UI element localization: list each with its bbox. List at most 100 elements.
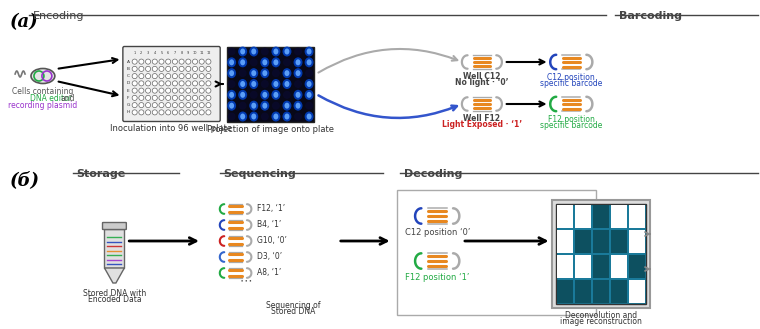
Ellipse shape [262,92,268,98]
Ellipse shape [31,68,55,84]
Circle shape [159,95,164,100]
Text: recording plasmid: recording plasmid [8,101,78,110]
Circle shape [261,47,269,56]
Text: Stored DNA with: Stored DNA with [83,289,146,298]
Circle shape [139,103,144,108]
Ellipse shape [261,68,269,78]
Circle shape [283,58,291,66]
Circle shape [139,110,144,115]
Circle shape [132,59,138,64]
Text: E: E [127,89,130,93]
Circle shape [159,88,164,93]
Circle shape [132,110,138,115]
Ellipse shape [262,103,268,109]
Circle shape [272,102,280,110]
Circle shape [132,103,138,108]
Circle shape [132,95,138,100]
Text: 4: 4 [154,51,156,55]
FancyBboxPatch shape [575,230,591,253]
Circle shape [179,66,184,71]
Circle shape [173,88,177,93]
Ellipse shape [305,90,314,100]
Ellipse shape [284,114,290,119]
Text: (б): (б) [10,171,40,189]
Circle shape [173,59,177,64]
Text: Decoding: Decoding [404,169,463,179]
Text: 5: 5 [160,51,163,55]
Circle shape [192,74,198,79]
Circle shape [228,47,236,56]
Ellipse shape [305,112,314,121]
Ellipse shape [274,81,278,87]
Text: Sequencing of: Sequencing of [266,301,321,310]
Circle shape [145,95,150,100]
Text: and: and [61,94,75,103]
Ellipse shape [296,92,300,98]
Circle shape [206,103,211,108]
Polygon shape [104,229,125,268]
Ellipse shape [293,90,302,100]
Ellipse shape [240,92,245,98]
Circle shape [152,110,157,115]
FancyBboxPatch shape [611,280,627,303]
Circle shape [179,81,184,86]
Ellipse shape [238,46,247,57]
Text: C: C [127,74,130,78]
Circle shape [132,66,138,71]
Ellipse shape [240,48,245,55]
Circle shape [166,103,171,108]
Circle shape [132,81,138,86]
Circle shape [145,88,150,93]
Ellipse shape [229,92,234,98]
Circle shape [185,88,191,93]
Circle shape [261,113,269,120]
Circle shape [173,103,177,108]
Text: Projection of image onto plate: Projection of image onto plate [207,125,334,135]
Circle shape [166,88,171,93]
FancyBboxPatch shape [575,255,591,278]
Circle shape [294,80,302,88]
Circle shape [192,59,198,64]
Circle shape [185,66,191,71]
Text: Deconvolution and: Deconvolution and [565,311,637,320]
FancyBboxPatch shape [629,230,644,253]
Text: Light Exposed · ‘1’: Light Exposed · ‘1’ [442,120,522,129]
Circle shape [132,88,138,93]
Circle shape [206,74,211,79]
Circle shape [185,59,191,64]
Circle shape [159,59,164,64]
Text: 3: 3 [147,51,149,55]
Circle shape [228,113,236,120]
Ellipse shape [229,59,234,65]
FancyBboxPatch shape [593,205,609,228]
Text: F12 position: F12 position [548,115,595,124]
Text: Well F12: Well F12 [464,114,500,123]
Ellipse shape [283,68,291,78]
FancyBboxPatch shape [611,230,627,253]
Text: Encoding: Encoding [33,11,84,21]
Ellipse shape [296,59,300,65]
Circle shape [145,103,150,108]
Circle shape [185,81,191,86]
Text: H: H [127,110,130,114]
Ellipse shape [227,57,236,67]
Circle shape [173,66,177,71]
Circle shape [179,95,184,100]
Text: 6: 6 [167,51,169,55]
Ellipse shape [293,57,302,67]
Ellipse shape [240,59,245,65]
Text: Encoded Data: Encoded Data [87,295,141,304]
Ellipse shape [296,103,300,109]
Ellipse shape [252,103,256,109]
Circle shape [152,103,157,108]
Circle shape [179,74,184,79]
Circle shape [179,110,184,115]
Ellipse shape [283,112,291,121]
Text: Cells containing: Cells containing [12,87,74,96]
Text: DNA editor: DNA editor [30,94,72,103]
Circle shape [305,102,313,110]
Circle shape [145,110,150,115]
Circle shape [192,66,198,71]
Text: D3, ‘0’: D3, ‘0’ [258,252,283,262]
Circle shape [261,80,269,88]
